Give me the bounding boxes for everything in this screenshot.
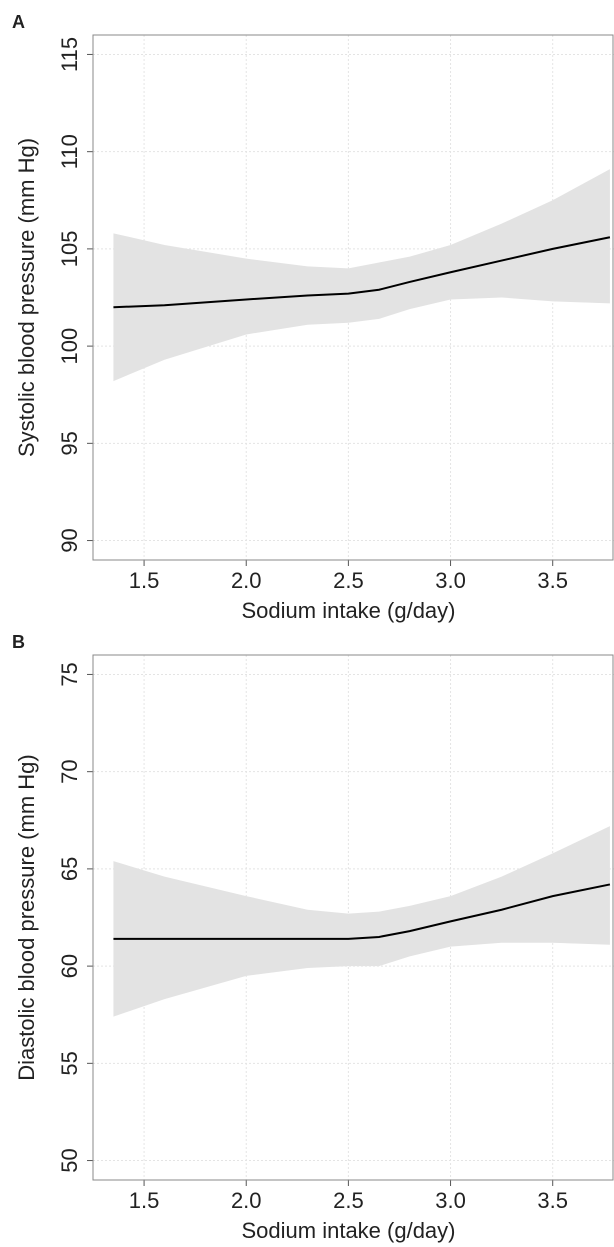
y-tick-label: 70 xyxy=(57,759,82,783)
panel-label: B xyxy=(12,632,25,652)
plot-frame xyxy=(92,34,614,561)
x-tick-label: 2.5 xyxy=(333,568,364,593)
x-tick-label: 2.0 xyxy=(231,568,262,593)
confidence-band xyxy=(113,169,610,382)
panel-label: A xyxy=(12,12,25,32)
x-tick-label: 1.5 xyxy=(129,568,160,593)
y-tick-label: 95 xyxy=(57,431,82,455)
y-tick-label: 75 xyxy=(57,662,82,686)
x-tick-label: 2.0 xyxy=(231,1188,262,1213)
y-tick-label: 65 xyxy=(57,857,82,881)
x-tick-label: 1.5 xyxy=(129,1188,160,1213)
y-tick-label: 50 xyxy=(57,1148,82,1172)
y-axis-label: Diastolic blood pressure (mm Hg) xyxy=(14,754,39,1080)
confidence-band xyxy=(113,826,610,1017)
x-tick-label: 3.0 xyxy=(435,1188,466,1213)
x-tick-label: 3.0 xyxy=(435,568,466,593)
x-tick-label: 3.5 xyxy=(537,568,568,593)
y-tick-label: 100 xyxy=(57,328,82,365)
y-tick-label: 55 xyxy=(57,1051,82,1075)
x-axis-label: Sodium intake (g/day) xyxy=(242,598,456,623)
y-tick-label: 105 xyxy=(57,231,82,268)
plot-frame xyxy=(92,654,614,1181)
y-tick-label: 110 xyxy=(57,134,82,169)
x-tick-label: 2.5 xyxy=(333,1188,364,1213)
y-tick-label: 90 xyxy=(57,528,82,552)
line xyxy=(113,236,611,309)
y-tick-label: 115 xyxy=(57,37,82,72)
line xyxy=(113,883,611,940)
x-tick-label: 3.5 xyxy=(537,1188,568,1213)
y-axis-label: Systolic blood pressure (mm Hg) xyxy=(14,138,39,457)
x-axis-label: Sodium intake (g/day) xyxy=(242,1218,456,1243)
y-tick-label: 60 xyxy=(57,954,82,978)
